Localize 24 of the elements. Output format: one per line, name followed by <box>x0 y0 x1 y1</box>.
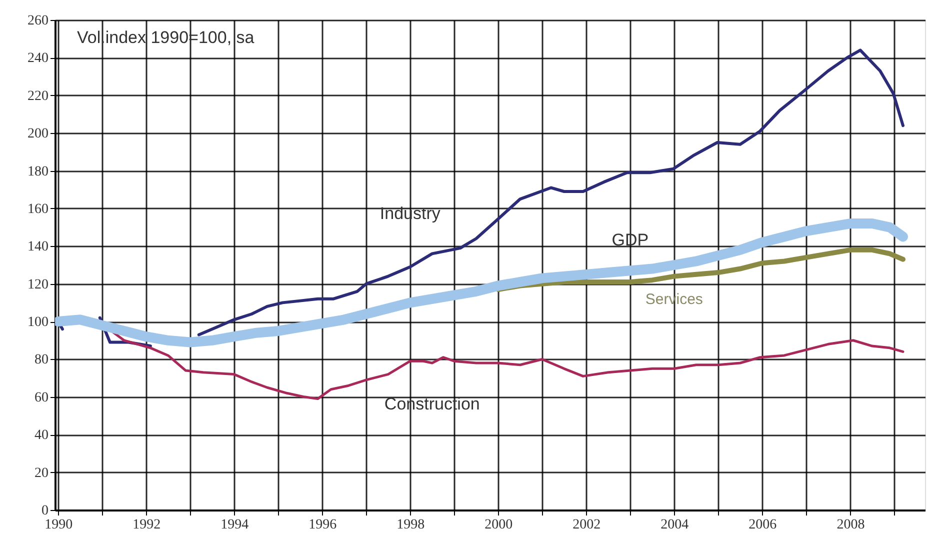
x-tick-label: 2002 <box>572 518 601 532</box>
y-tick-label: 180 <box>28 164 48 180</box>
x-tick-label: 2008 <box>836 518 865 532</box>
x-tick-label: 1992 <box>132 518 161 532</box>
x-tick-label: 1994 <box>220 518 249 532</box>
x-tick-label: 1996 <box>308 518 337 532</box>
y-tick-label: 100 <box>28 315 48 330</box>
x-tick-label: 1990 <box>44 518 73 532</box>
x-tick-label: 2004 <box>660 518 689 532</box>
y-tick-label: 200 <box>28 126 48 142</box>
x-tick-label: 2006 <box>748 518 777 532</box>
y-tick-label: 0 <box>42 504 48 518</box>
y-tick-label: 20 <box>34 466 48 481</box>
y-tick-label: 160 <box>28 202 48 217</box>
y-tick-label: 140 <box>28 240 48 255</box>
y-tick-label: 60 <box>34 390 48 406</box>
x-tick-label: 2000 <box>484 518 513 532</box>
y-tick-label: 260 <box>28 14 48 28</box>
y-tick-label: 120 <box>28 277 48 292</box>
x-tick-label: 1998 <box>396 518 425 532</box>
y-tick-label: 220 <box>28 88 48 104</box>
y-tick-label: 40 <box>34 428 48 444</box>
y-tick-label: 80 <box>34 352 48 368</box>
y-tick-label: 240 <box>28 51 48 66</box>
